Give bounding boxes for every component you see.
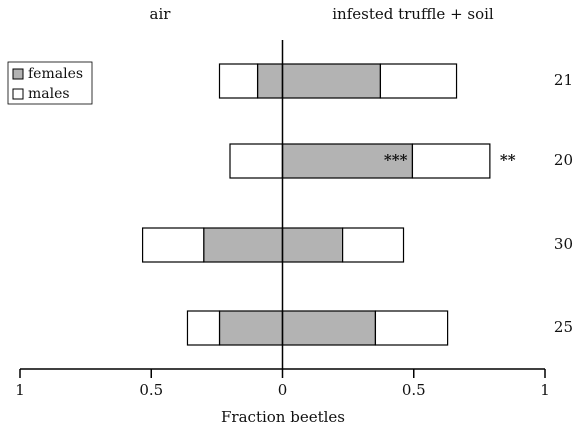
category-label: 21: [554, 71, 573, 89]
side-label: air: [150, 5, 172, 23]
bar-segment: [374, 310, 449, 346]
x-tick-label: 0.5: [402, 381, 426, 399]
bar-segment: [281, 63, 382, 99]
bar-segment: [229, 143, 284, 179]
x-axis-label: Fraction beetles: [221, 408, 345, 426]
bar-segment: [203, 227, 284, 263]
category-label: 30: [554, 235, 573, 253]
x-tick-label: 0.5: [139, 381, 163, 399]
x-tick-label: 1: [15, 381, 25, 399]
bar-segment: [342, 227, 405, 263]
category-label: 25: [554, 318, 573, 336]
bar-segment: [218, 310, 284, 346]
bar-segment: [281, 227, 344, 263]
category-label: 20: [554, 151, 573, 169]
legend-label: males: [28, 86, 70, 102]
annotation: **: [500, 151, 516, 169]
bar-segment: [379, 63, 458, 99]
bar-segment: [186, 310, 221, 346]
x-tick-label: 1: [540, 381, 550, 399]
bar-segment: [141, 227, 205, 263]
side-label: infested truffle + soil: [332, 5, 494, 23]
bar-segment: [281, 310, 377, 346]
annotation: ***: [384, 151, 408, 169]
legend-swatch: [12, 68, 24, 80]
bar-segment: [256, 63, 284, 99]
legend-label: females: [28, 66, 83, 82]
bar-segment: [218, 63, 259, 99]
x-tick-label: 0: [278, 381, 288, 399]
bar-segment: [281, 143, 414, 179]
legend-swatch: [12, 88, 24, 100]
bar-segment: [411, 143, 491, 179]
